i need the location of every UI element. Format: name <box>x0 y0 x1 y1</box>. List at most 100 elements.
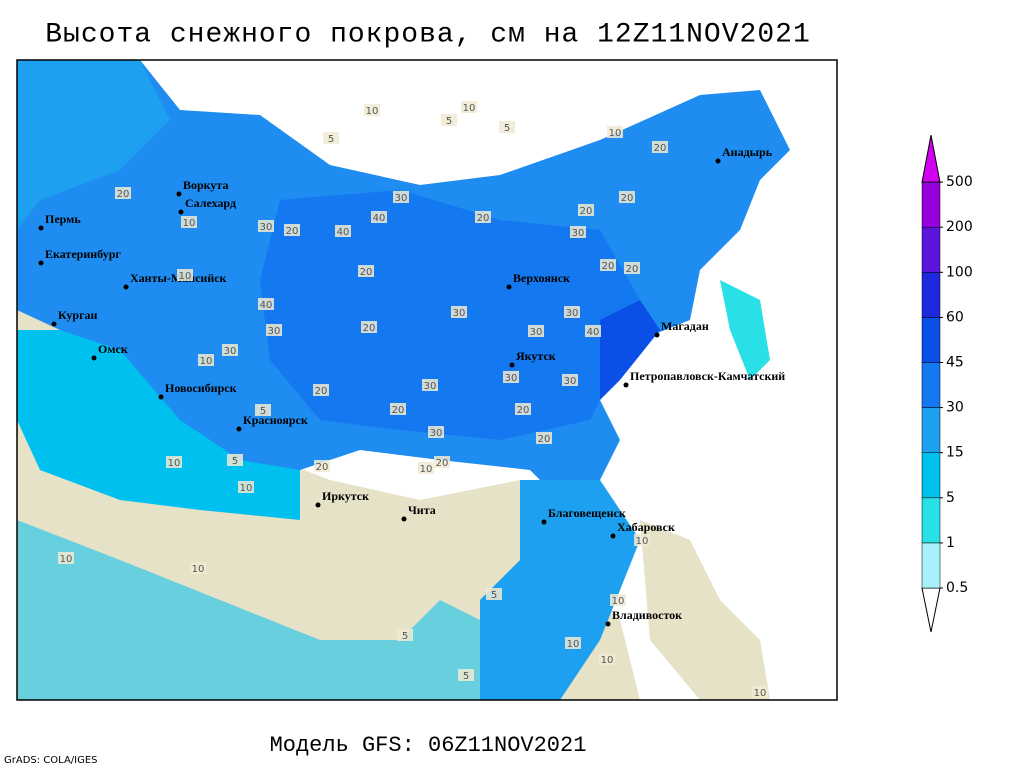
contour-label: 30 <box>424 381 437 392</box>
contour-label: 10 <box>609 128 622 139</box>
contour-label: 30 <box>566 308 579 319</box>
legend-arrow-bottom <box>921 587 941 633</box>
contour-label: 5 <box>260 406 266 417</box>
contour-label: 30 <box>505 373 518 384</box>
city-dot <box>158 394 164 400</box>
contour-label: 30 <box>572 228 585 239</box>
contour-label: 5 <box>491 590 497 601</box>
legend-band <box>921 452 941 499</box>
contour-label: 10 <box>567 639 580 650</box>
contour-label: 30 <box>260 222 273 233</box>
legend-band <box>921 226 941 273</box>
contour-label: 20 <box>436 458 449 469</box>
legend-label: 60 <box>946 309 964 325</box>
contour-label: 40 <box>587 327 600 338</box>
legend-band <box>921 362 941 408</box>
contour-label: 5 <box>232 456 238 467</box>
contour-label: 10 <box>200 356 213 367</box>
contour-label-box <box>313 384 329 396</box>
contour-label-box <box>258 220 274 232</box>
city-dot <box>176 191 182 197</box>
contour-label: 30 <box>564 376 577 387</box>
contour-label: 5 <box>504 123 510 134</box>
city-label: Магадан <box>661 319 709 333</box>
contour-label: 20 <box>117 189 130 200</box>
contour-label: 20 <box>315 386 328 397</box>
contour-label: 20 <box>626 264 639 275</box>
contour-label-box <box>181 216 197 228</box>
contour-label: 10 <box>420 464 433 475</box>
contour-label-box <box>600 259 616 271</box>
city-dot <box>178 209 184 215</box>
city-dot <box>623 382 629 388</box>
contour-label-box <box>198 354 214 366</box>
city-dot <box>605 621 611 627</box>
city-label: Екатеринбург <box>45 247 121 261</box>
legend-band <box>921 272 941 318</box>
contour-label: 10 <box>366 106 379 117</box>
contour-label-box <box>323 132 339 144</box>
contour-label: 10 <box>601 655 614 666</box>
contour-label-box <box>393 191 409 203</box>
city-label: Якутск <box>516 349 556 363</box>
contour-label-box <box>266 324 282 336</box>
contour-label-box <box>361 321 377 333</box>
contour-label-box <box>441 114 457 126</box>
city-label: Воркута <box>183 178 228 192</box>
contour-label: 5 <box>446 116 452 127</box>
city-dot <box>610 533 616 539</box>
city-label: Курган <box>58 308 98 322</box>
city-dot <box>38 260 44 266</box>
city-dot <box>236 426 242 432</box>
legend-band <box>921 497 941 544</box>
contour-label: 30 <box>395 193 408 204</box>
contour-label: 5 <box>402 631 408 642</box>
city-label: Иркутск <box>322 489 369 503</box>
contour-label: 10 <box>192 564 205 575</box>
legend-band <box>921 317 941 363</box>
legend-label: 5 <box>946 490 955 506</box>
legend-band <box>921 542 941 589</box>
legend-label: 500 <box>946 174 973 190</box>
contour-label-box <box>461 101 477 113</box>
contour-label-box <box>503 371 519 383</box>
city-label: Верхоянск <box>513 271 570 285</box>
contour-label: 20 <box>316 462 329 473</box>
legend-label: 100 <box>946 264 973 280</box>
contour-label: 5 <box>328 134 334 145</box>
contour-label-box <box>536 432 552 444</box>
contour-label: 20 <box>363 323 376 334</box>
contour-label: 20 <box>538 434 551 445</box>
contour-label-box <box>528 325 544 337</box>
city-label: Петропавловск-Камчатский <box>630 369 785 383</box>
contour-label: 10 <box>179 271 192 282</box>
contour-label-box <box>58 552 74 564</box>
contour-label-box <box>418 462 434 474</box>
map <box>16 59 838 701</box>
contour-label-box <box>284 224 300 236</box>
contour-label-box <box>578 204 594 216</box>
contour-label: 20 <box>621 193 634 204</box>
contour-label: 40 <box>337 227 350 238</box>
legend-label: 0.5 <box>946 580 968 596</box>
city-dot <box>654 332 660 338</box>
contour-label-box <box>624 262 640 274</box>
city-label: Анадырь <box>722 145 773 159</box>
contour-label: 40 <box>373 213 386 224</box>
legend-label: 1 <box>946 535 955 551</box>
contour-label: 40 <box>260 300 273 311</box>
contour-label-box <box>634 534 650 546</box>
city-label: Новосибирск <box>165 381 237 395</box>
contour-label: 10 <box>636 536 649 547</box>
contour-label-box <box>371 211 387 223</box>
contour-label-box <box>227 454 243 466</box>
city-dot <box>51 321 57 327</box>
contour-label-box <box>475 211 491 223</box>
city-dot <box>315 502 321 508</box>
contour-label: 30 <box>430 428 443 439</box>
credit: GrADS: COLA/IGES <box>4 755 98 766</box>
city-label: Красноярск <box>243 413 308 427</box>
